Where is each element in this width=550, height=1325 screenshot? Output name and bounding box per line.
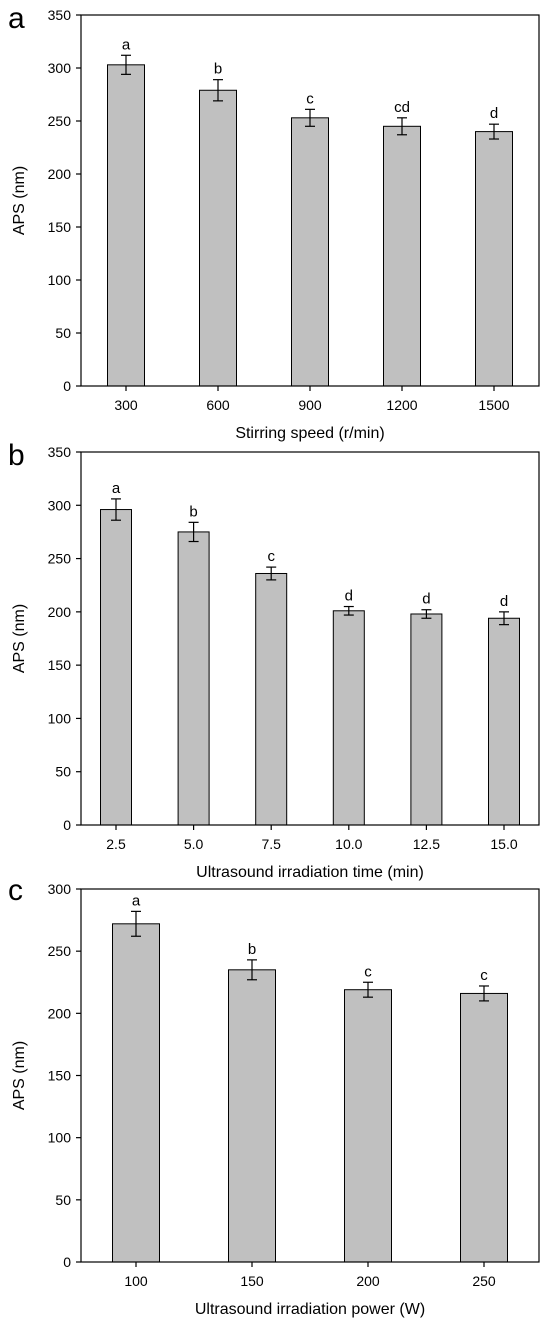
y-tick-label: 250 xyxy=(48,551,72,567)
bar xyxy=(199,89,237,387)
bar xyxy=(410,613,443,826)
x-tick-label: 900 xyxy=(298,397,322,413)
significance-label: c xyxy=(480,967,488,984)
error-bar xyxy=(421,609,432,619)
significance-label: b xyxy=(214,61,222,78)
y-tick-label: 150 xyxy=(48,219,72,235)
error-bar xyxy=(479,985,489,1002)
y-tick-label: 100 xyxy=(48,272,72,288)
bar xyxy=(383,125,421,387)
significance-label: b xyxy=(189,503,197,520)
x-axis-label: Ultrasound irradiation time (min) xyxy=(196,864,424,881)
y-tick-label: 250 xyxy=(48,113,72,129)
error-bar xyxy=(397,117,407,136)
y-axis-label: APS (nm) xyxy=(11,166,28,235)
x-tick-label: 250 xyxy=(472,1273,496,1289)
error-bar xyxy=(213,79,223,102)
error-bar xyxy=(188,521,199,543)
bar xyxy=(475,131,513,387)
y-tick-label: 200 xyxy=(48,166,72,182)
x-tick-label: 15.0 xyxy=(490,836,517,852)
significance-label: d xyxy=(490,105,498,122)
x-tick-label: 1500 xyxy=(478,397,509,413)
y-axis-label: APS (nm) xyxy=(11,604,28,673)
significance-label: cd xyxy=(394,99,410,116)
bar xyxy=(488,617,520,826)
panel-a: a a b c cd d 0 50 100 150 200 250 300 350 300 600 900 120… xyxy=(8,2,540,442)
y-tick-label: 100 xyxy=(48,1130,72,1146)
x-tick-label: 200 xyxy=(356,1273,380,1289)
significance-label: d xyxy=(500,593,508,610)
x-tick-label: 7.5 xyxy=(261,836,281,852)
bar xyxy=(177,531,210,826)
significance-label: c xyxy=(364,963,372,980)
x-tick-label: 600 xyxy=(206,397,230,413)
error-bar xyxy=(305,108,315,127)
x-tick-label: 10.0 xyxy=(335,836,362,852)
bar xyxy=(291,117,329,387)
panel-c: c a b c c 0 50 100 150 200 250 300 100 150 200 250 Ultra… xyxy=(8,874,540,1318)
error-bar xyxy=(131,910,141,937)
error-bar xyxy=(111,498,121,521)
error-bar xyxy=(121,54,131,75)
bar xyxy=(107,64,145,387)
significance-label: a xyxy=(122,36,131,53)
y-tick-label: 350 xyxy=(48,7,72,23)
y-tick-label: 300 xyxy=(48,881,72,897)
y-tick-label: 100 xyxy=(48,710,72,726)
x-tick-label: 12.5 xyxy=(413,836,440,852)
significance-label: c xyxy=(306,90,314,107)
x-axis-label: Stirring speed (r/min) xyxy=(235,425,384,442)
y-tick-label: 150 xyxy=(48,657,72,673)
bar xyxy=(255,572,288,826)
y-tick-label: 0 xyxy=(63,817,71,833)
error-bar xyxy=(247,959,257,981)
significance-label: a xyxy=(112,480,121,497)
error-bar xyxy=(266,566,277,581)
y-tick-label: 50 xyxy=(55,764,71,780)
x-tick-label: 300 xyxy=(114,397,138,413)
y-tick-label: 200 xyxy=(48,604,72,620)
error-bar xyxy=(343,605,354,616)
bar xyxy=(332,610,365,826)
x-tick-label: 1200 xyxy=(386,397,417,413)
y-tick-label: 0 xyxy=(63,1254,71,1270)
panel-b: b a b c d d d 0 50 100 150 200 250 300 350 2.5 5.0 7.5 10.… xyxy=(8,439,540,881)
y-tick-label: 150 xyxy=(48,1068,72,1084)
y-tick-label: 300 xyxy=(48,497,72,513)
y-tick-label: 250 xyxy=(48,943,72,959)
y-tick-label: 50 xyxy=(55,1192,71,1208)
y-tick-label: 350 xyxy=(48,444,72,460)
significance-label: d xyxy=(345,588,353,605)
error-bar xyxy=(363,981,373,998)
x-tick-label: 2.5 xyxy=(106,836,126,852)
panel-letter: b xyxy=(8,439,25,472)
x-tick-label: 150 xyxy=(240,1273,264,1289)
significance-label: a xyxy=(132,892,141,909)
y-tick-label: 200 xyxy=(48,1005,72,1021)
y-tick-label: 50 xyxy=(55,325,71,341)
x-axis-label: Ultrasound irradiation power (W) xyxy=(195,1301,425,1318)
y-axis-label: APS (nm) xyxy=(11,1041,28,1110)
bar xyxy=(344,989,392,1263)
bar xyxy=(460,992,508,1263)
plot-frame xyxy=(80,451,540,826)
panel-letter: a xyxy=(8,2,25,35)
significance-label: d xyxy=(422,591,430,608)
error-bar xyxy=(489,123,499,140)
bar xyxy=(112,923,160,1263)
bar xyxy=(228,969,276,1263)
x-tick-label: 100 xyxy=(124,1273,148,1289)
y-tick-label: 0 xyxy=(63,378,71,394)
bar xyxy=(100,509,132,826)
x-tick-label: 5.0 xyxy=(184,836,204,852)
error-bar xyxy=(499,611,509,626)
significance-label: c xyxy=(267,548,275,565)
panel-letter: c xyxy=(8,874,23,907)
y-tick-label: 300 xyxy=(48,60,72,76)
significance-label: b xyxy=(248,941,256,958)
